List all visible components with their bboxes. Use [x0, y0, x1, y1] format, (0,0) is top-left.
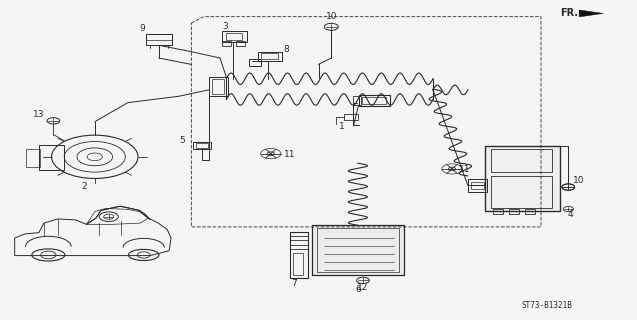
- Bar: [293, 253, 303, 275]
- Bar: [222, 31, 247, 42]
- Text: 13: 13: [33, 110, 45, 119]
- Text: 8: 8: [284, 44, 290, 54]
- Bar: [290, 245, 308, 249]
- Bar: [359, 95, 390, 106]
- Bar: [317, 228, 399, 272]
- Bar: [222, 42, 231, 46]
- Text: 3: 3: [222, 22, 228, 31]
- Bar: [344, 115, 358, 120]
- Bar: [261, 53, 278, 59]
- Text: 2: 2: [82, 182, 87, 191]
- Bar: [258, 52, 282, 61]
- Bar: [225, 33, 242, 40]
- Bar: [525, 209, 534, 214]
- Text: 10: 10: [573, 176, 585, 185]
- Bar: [290, 236, 308, 240]
- Bar: [491, 176, 552, 208]
- Bar: [26, 148, 40, 167]
- Text: 11: 11: [284, 150, 296, 159]
- Bar: [39, 145, 64, 170]
- Polygon shape: [579, 10, 603, 17]
- Bar: [236, 42, 245, 46]
- Text: 6: 6: [355, 284, 361, 293]
- Bar: [362, 97, 386, 104]
- Bar: [312, 225, 404, 275]
- Bar: [485, 146, 560, 211]
- Text: 12: 12: [357, 283, 369, 292]
- Text: 7: 7: [292, 279, 297, 288]
- Text: FR.: FR.: [560, 8, 578, 19]
- Text: 11: 11: [459, 165, 471, 174]
- Text: 1: 1: [338, 122, 344, 131]
- Bar: [193, 142, 211, 149]
- Bar: [248, 59, 261, 66]
- Bar: [491, 149, 552, 172]
- Bar: [146, 35, 173, 40]
- Text: 4: 4: [568, 210, 574, 219]
- Bar: [208, 77, 227, 96]
- Bar: [196, 143, 208, 148]
- Bar: [471, 182, 483, 189]
- Text: 5: 5: [179, 136, 185, 145]
- Bar: [290, 232, 308, 278]
- Bar: [509, 209, 519, 214]
- Bar: [354, 96, 361, 105]
- Text: 9: 9: [139, 24, 145, 33]
- Text: 10: 10: [326, 12, 337, 21]
- Bar: [468, 179, 487, 192]
- Bar: [211, 79, 224, 94]
- Text: ST73-B1321B: ST73-B1321B: [522, 301, 573, 310]
- Bar: [493, 209, 503, 214]
- Bar: [146, 35, 173, 45]
